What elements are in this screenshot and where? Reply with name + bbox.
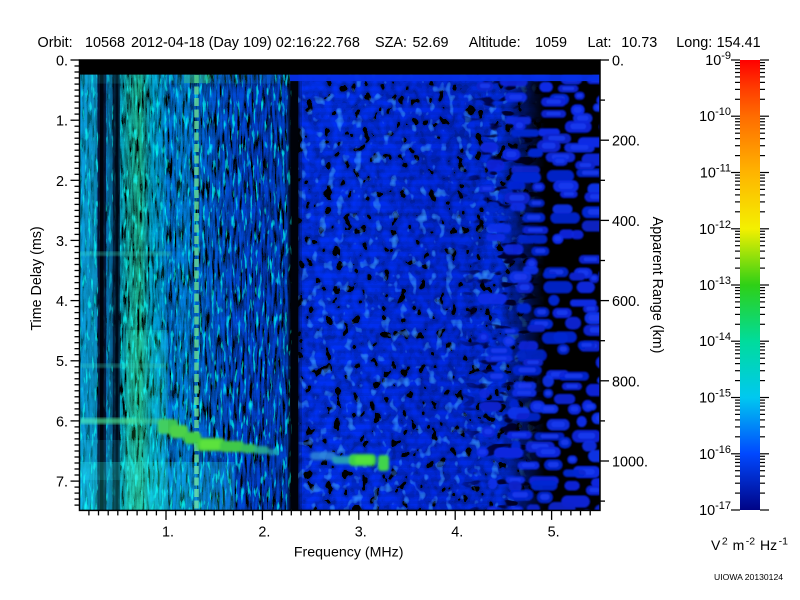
svg-text:Lat:: Lat: [588, 35, 612, 51]
svg-text:5.: 5. [548, 525, 560, 541]
svg-text:10-11: 10-11 [700, 163, 731, 182]
svg-text:0.: 0. [56, 54, 68, 70]
svg-text:4.: 4. [56, 294, 68, 310]
svg-text:Frequency (MHz): Frequency (MHz) [294, 545, 404, 561]
svg-text:UIOWA 20130124: UIOWA 20130124 [714, 572, 783, 582]
svg-text:1059: 1059 [535, 35, 567, 51]
svg-text:7.: 7. [56, 475, 68, 491]
svg-text:10-15: 10-15 [699, 388, 731, 407]
svg-text:10-16: 10-16 [699, 444, 731, 463]
svg-text:0.: 0. [612, 54, 624, 70]
svg-text:Long:: Long: [676, 35, 712, 51]
svg-text:Altitude:: Altitude: [469, 35, 521, 51]
svg-text:6.: 6. [56, 414, 68, 430]
svg-text:3.: 3. [355, 525, 367, 541]
svg-text:1.: 1. [162, 525, 174, 541]
svg-text:1.: 1. [56, 114, 68, 130]
svg-text:600.: 600. [612, 294, 640, 310]
svg-text:10-17: 10-17 [699, 500, 731, 519]
svg-text:10-13: 10-13 [699, 275, 731, 294]
svg-text:V2 m-2 Hz-1: V2 m -2 Hz -1 [711, 536, 788, 554]
svg-text:10568: 10568 [85, 35, 125, 51]
svg-text:10-9: 10-9 [705, 50, 731, 69]
svg-text:2.: 2. [56, 174, 68, 190]
svg-text:3.: 3. [56, 234, 68, 250]
svg-text:4.: 4. [451, 525, 463, 541]
svg-text:1000.: 1000. [612, 455, 648, 471]
svg-text:10.73: 10.73 [621, 35, 657, 51]
svg-text:SZA:: SZA: [375, 35, 407, 51]
svg-text:Apparent Range (km): Apparent Range (km) [649, 217, 665, 354]
svg-text:Time Delay (ms): Time Delay (ms) [29, 226, 45, 330]
svg-text:52.69: 52.69 [413, 35, 449, 51]
svg-text:2.: 2. [258, 525, 270, 541]
svg-text:800.: 800. [612, 374, 640, 390]
svg-text:10-14: 10-14 [699, 331, 731, 350]
svg-text:10-10: 10-10 [699, 106, 731, 125]
svg-text:Orbit:: Orbit: [38, 35, 73, 51]
svg-text:154.41: 154.41 [717, 35, 761, 51]
svg-text:10-12: 10-12 [699, 219, 731, 238]
svg-text:2012-04-18 (Day 109) 02:16:22.: 2012-04-18 (Day 109) 02:16:22.768 [131, 35, 360, 51]
svg-text:5.: 5. [56, 354, 68, 370]
svg-text:200.: 200. [612, 134, 640, 150]
svg-text:400.: 400. [612, 214, 640, 230]
